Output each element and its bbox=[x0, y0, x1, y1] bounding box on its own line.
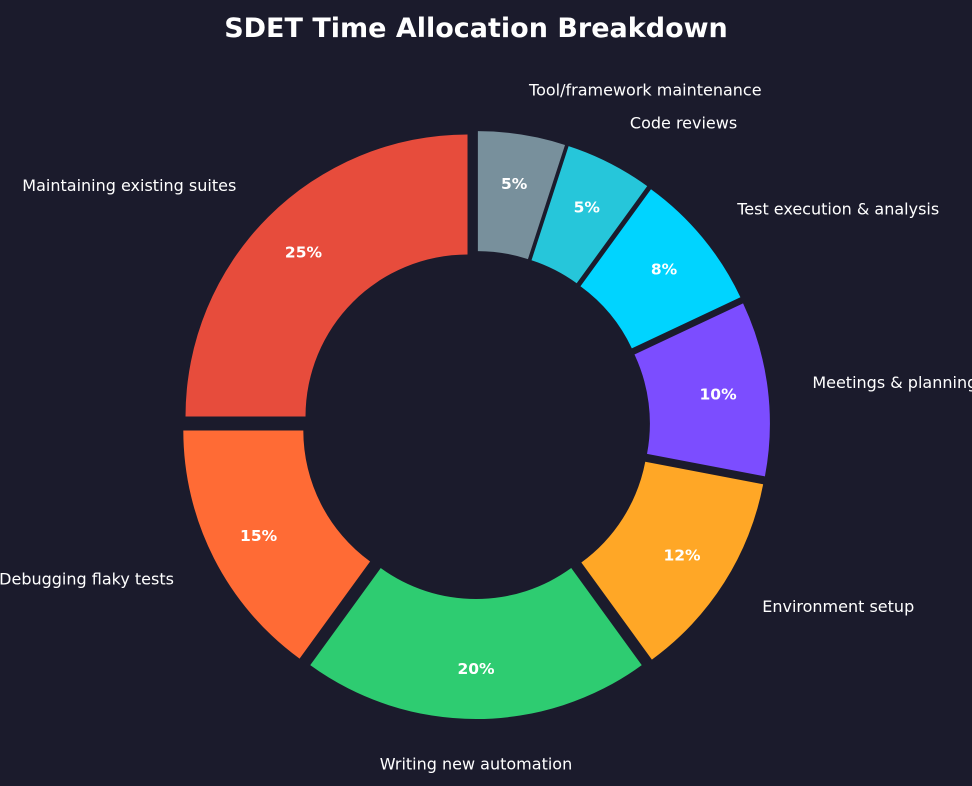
slice-value-label: 20% bbox=[457, 660, 495, 678]
slice-environment-setup bbox=[581, 461, 764, 660]
slice-test-execution-analysis bbox=[580, 189, 741, 349]
slice-value-label: 5% bbox=[501, 175, 528, 193]
slice-value-label: 12% bbox=[663, 547, 701, 565]
slice-category-label: Tool/framework maintenance bbox=[528, 81, 762, 100]
slice-category-label: Writing new automation bbox=[380, 755, 572, 774]
slice-value-label: 25% bbox=[285, 243, 323, 261]
slice-category-label: Code reviews bbox=[630, 113, 737, 132]
slice-value-label: 8% bbox=[651, 260, 678, 278]
slice-writing-new-automation bbox=[310, 568, 642, 719]
slice-maintaining-existing-suites bbox=[185, 134, 468, 417]
chart-title: SDET Time Allocation Breakdown bbox=[224, 13, 728, 44]
slice-category-label: Test execution & analysis bbox=[736, 199, 939, 218]
slice-meetings-planning bbox=[634, 303, 770, 477]
slice-category-label: Meetings & planning bbox=[812, 373, 972, 392]
slice-tool-framework-maintenance bbox=[477, 131, 566, 260]
slice-code-reviews bbox=[531, 146, 648, 284]
slice-debugging-flaky-tests bbox=[183, 430, 371, 659]
slice-value-label: 10% bbox=[700, 385, 738, 403]
slice-value-label: 5% bbox=[574, 199, 601, 217]
slice-value-label: 15% bbox=[240, 527, 278, 545]
slice-category-label: Environment setup bbox=[762, 597, 914, 616]
slice-category-label: Debugging flaky tests bbox=[0, 569, 174, 588]
slice-category-label: Maintaining existing suites bbox=[22, 176, 236, 195]
donut-slices bbox=[183, 131, 770, 719]
donut-labels: 25% Maintaining existing suites 15% Debuggi… bbox=[0, 81, 972, 774]
